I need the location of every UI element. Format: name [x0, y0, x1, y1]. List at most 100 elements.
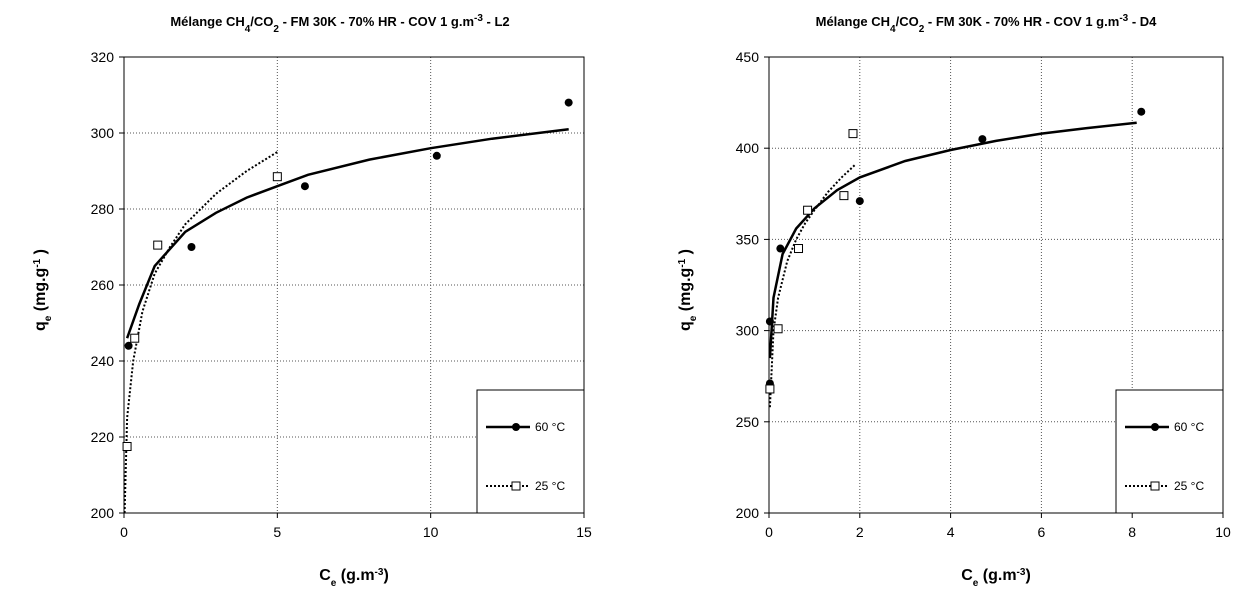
data-point-25C [848, 129, 858, 139]
data-point-25C [153, 240, 163, 250]
data-point-60C [855, 197, 864, 206]
data-point-60C [124, 341, 133, 350]
fit-curve-60C [125, 127, 569, 339]
y-tick-label: 260 [91, 277, 115, 293]
chart-1: Mélange CH4/CO2 - FM 30K - 70% HR - COV … [32, 13, 592, 589]
x-tick-label: 4 [947, 524, 955, 540]
legend-label: 60 °C [535, 420, 565, 434]
y-axis-label: qe (mg.g-1 ) [677, 249, 699, 331]
legend-marker [512, 423, 520, 431]
x-tick-label: 0 [765, 524, 773, 540]
axis-label-superscript: -3 [1017, 567, 1026, 578]
y-tick-label: 350 [736, 231, 760, 247]
x-tick-label: 10 [423, 524, 439, 540]
data-point-60C [1137, 107, 1146, 116]
title-subscript: 4 [245, 24, 251, 35]
axis-label-text: C [961, 567, 973, 584]
axis-label-text: (g.m [336, 567, 374, 584]
axis-label-text: C [319, 567, 331, 584]
y-tick-label: 300 [91, 125, 115, 141]
y-tick-label: 320 [91, 49, 115, 65]
x-tick-label: 5 [273, 524, 281, 540]
y-tick-label: 200 [736, 505, 760, 521]
axis-label-superscript: -3 [375, 567, 384, 578]
data-point-60C [187, 243, 196, 251]
legend-label: 25 °C [1174, 479, 1204, 493]
title-text: - FM 30K - 70% HR - COV 1 g.m [924, 14, 1119, 29]
x-axis-label: Ce (g.m-3) [961, 567, 1031, 589]
legend-marker [1151, 423, 1159, 431]
data-point-25C [765, 384, 775, 394]
axis-label-subscript: e [688, 315, 699, 321]
x-tick-label: 15 [576, 524, 592, 540]
axis-label-superscript: -1 [32, 258, 43, 267]
axis-label-text: ) [1025, 567, 1030, 584]
y-tick-label: 200 [91, 505, 115, 521]
y-tick-label: 300 [736, 323, 760, 339]
x-axis-label: Ce (g.m-3) [319, 567, 389, 589]
axis-label-text: (mg.g [32, 268, 49, 316]
fit-curve-60C [769, 121, 1137, 359]
title-text: Mélange CH [170, 14, 244, 29]
axis-label-text: ) [383, 567, 388, 584]
data-point-25C [130, 333, 140, 343]
axis-label-text: q [32, 321, 49, 331]
fit-curve-25C [769, 163, 856, 408]
data-point-60C [300, 182, 309, 191]
y-tick-label: 250 [736, 414, 760, 430]
chart-title: Mélange CH4/CO2 - FM 30K - 70% HR - COV … [170, 13, 509, 35]
plot-frame [768, 56, 1224, 514]
title-text: Mélange CH [816, 14, 890, 29]
axis-label-subscript: e [331, 578, 337, 589]
title-text: /CO [250, 14, 273, 29]
data-point-60C [978, 135, 987, 144]
y-tick-label: 240 [91, 353, 115, 369]
legend-label: 25 °C [535, 479, 565, 493]
legend-marker [511, 481, 521, 491]
axis-label-subscript: e [43, 315, 54, 321]
x-tick-label: 8 [1128, 524, 1136, 540]
data-point-60C [776, 244, 785, 253]
x-tick-label: 0 [120, 524, 128, 540]
legend-marker [1150, 481, 1160, 491]
fit-curve-25C [124, 151, 278, 513]
axis-label-subscript: e [973, 578, 979, 589]
title-subscript: 2 [919, 24, 925, 35]
title-superscript: -3 [474, 13, 483, 24]
axis-label-text: (g.m [978, 567, 1016, 584]
x-tick-label: 2 [856, 524, 864, 540]
axis-label-text: ) [677, 249, 694, 259]
data-point-25C [272, 172, 282, 182]
data-point-25C [122, 442, 132, 451]
data-point-25C [794, 244, 804, 254]
y-tick-label: 220 [91, 429, 115, 445]
data-point-25C [839, 191, 849, 201]
axis-label-text: (mg.g [677, 268, 694, 316]
y-tick-label: 280 [91, 201, 115, 217]
data-point-25C [773, 324, 783, 334]
title-subscript: 4 [890, 24, 896, 35]
y-axis-label: qe (mg.g-1 ) [32, 249, 54, 331]
data-point-60C [765, 317, 774, 326]
title-text: - FM 30K - 70% HR - COV 1 g.m [279, 14, 474, 29]
data-point-60C [432, 151, 441, 160]
axis-label-text: q [677, 321, 694, 331]
y-tick-label: 450 [736, 49, 760, 65]
axis-label-text: ) [32, 249, 49, 259]
legend-label: 60 °C [1174, 420, 1204, 434]
x-tick-label: 10 [1215, 524, 1231, 540]
legend-box [476, 389, 585, 514]
x-tick-label: 6 [1038, 524, 1046, 540]
title-text: - D4 [1128, 14, 1157, 29]
chart-2: Mélange CH4/CO2 - FM 30K - 70% HR - COV … [677, 13, 1231, 589]
data-point-60C [564, 98, 573, 107]
title-text: - L2 [483, 14, 510, 29]
title-text: /CO [896, 14, 919, 29]
y-tick-label: 400 [736, 140, 760, 156]
title-subscript: 2 [273, 24, 279, 35]
chart-title: Mélange CH4/CO2 - FM 30K - 70% HR - COV … [816, 13, 1158, 35]
legend-box [1115, 389, 1224, 514]
axis-label-superscript: -1 [677, 258, 688, 267]
